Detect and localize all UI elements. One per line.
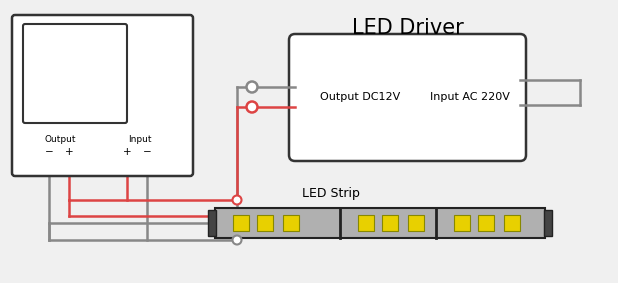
Text: Output: Output: [44, 135, 76, 144]
Bar: [215, 208, 545, 238]
Text: LED Driver: LED Driver: [352, 18, 464, 38]
Text: Output DC12V: Output DC12V: [320, 93, 400, 102]
Text: +: +: [123, 147, 131, 157]
Text: +: +: [65, 147, 74, 157]
Bar: [408, 215, 425, 231]
Bar: [478, 215, 494, 231]
Bar: [283, 215, 299, 231]
Bar: [257, 215, 273, 231]
Bar: [504, 215, 520, 231]
Bar: [544, 210, 552, 236]
Circle shape: [247, 102, 258, 113]
Bar: [233, 215, 249, 231]
Bar: [358, 215, 375, 231]
FancyBboxPatch shape: [289, 34, 526, 161]
Text: −: −: [44, 147, 53, 157]
Text: −: −: [143, 147, 151, 157]
Text: LED Strip: LED Strip: [302, 187, 360, 200]
Bar: [454, 215, 470, 231]
Circle shape: [232, 196, 242, 205]
Bar: [383, 215, 399, 231]
Circle shape: [247, 82, 258, 93]
FancyBboxPatch shape: [23, 24, 127, 123]
Circle shape: [232, 235, 242, 245]
Text: Input: Input: [129, 135, 152, 144]
Text: Input AC 220V: Input AC 220V: [430, 93, 510, 102]
FancyBboxPatch shape: [12, 15, 193, 176]
Bar: [208, 210, 216, 236]
